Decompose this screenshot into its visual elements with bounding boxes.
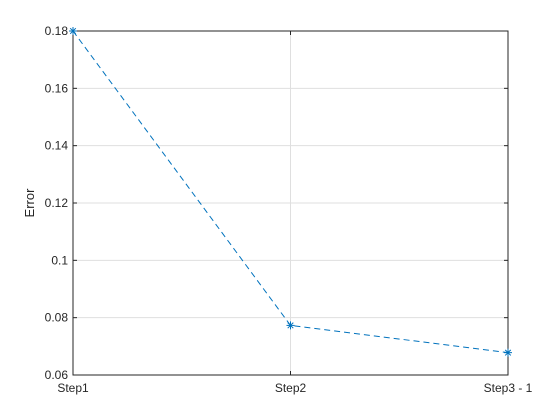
data-point-marker [286, 321, 295, 330]
y-tick-label: 0.06 [45, 368, 69, 382]
y-axis-ticks: 0.06 0.08 0.1 0.12 0.14 0.16 0.18 [45, 24, 508, 382]
x-tick-label: Step1 [57, 381, 89, 395]
series-line [72, 30, 509, 354]
y-tick-label: 0.18 [45, 24, 69, 38]
y-tick-label: 0.08 [45, 311, 69, 325]
x-tick-label: Step3 - 1 [484, 381, 533, 395]
series-layer [69, 27, 512, 357]
data-point-marker [504, 348, 512, 357]
x-axis-ticks: Step1 Step2 Step3 - 1 [57, 31, 533, 395]
y-axis-label: Error [22, 188, 37, 218]
y-tick-label: 0.1 [51, 253, 68, 267]
y-tick-label: 0.12 [45, 196, 69, 210]
data-point-marker [69, 27, 77, 35]
x-tick-label: Step2 [275, 381, 307, 395]
y-tick-label: 0.14 [45, 139, 69, 153]
y-tick-label: 0.16 [45, 81, 69, 95]
